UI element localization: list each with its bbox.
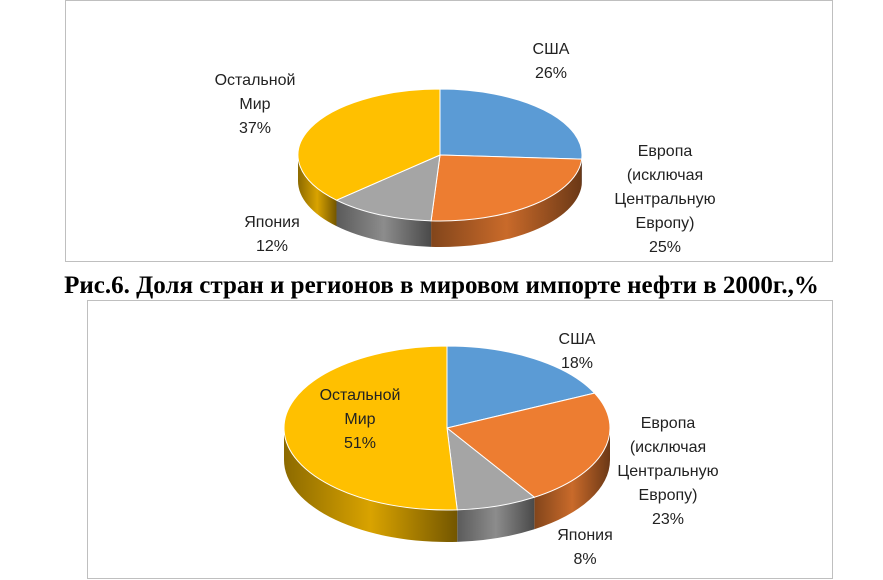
data-label: США 26% xyxy=(493,38,609,86)
value-label: 26% xyxy=(534,65,568,82)
category-label: США xyxy=(532,41,570,58)
value-label: 18% xyxy=(560,355,594,372)
value-label: 8% xyxy=(573,551,597,568)
data-label: США 18% xyxy=(519,328,635,376)
category-label: Япония xyxy=(557,527,613,544)
slice-side xyxy=(534,428,610,530)
value-label: 25% xyxy=(648,239,682,256)
slice xyxy=(446,345,596,429)
data-label: Европа (исключая Центральную Европу) 25% xyxy=(607,140,723,260)
slice-side xyxy=(431,159,582,247)
slice-side xyxy=(284,428,458,542)
slice xyxy=(439,88,583,160)
slice xyxy=(335,154,441,222)
category-label: Европа (исключая Центральную Европу) xyxy=(617,415,719,504)
data-label: Остальной Мир 37% xyxy=(197,69,313,141)
category-label: Европа (исключая Центральную Европу) xyxy=(614,143,716,232)
category-label: Япония xyxy=(244,214,300,231)
data-label: Европа (исключая Центральную Европу) 23% xyxy=(610,412,726,532)
slice-side xyxy=(457,497,535,542)
slice-side xyxy=(298,155,337,227)
chart-frame xyxy=(87,300,833,579)
slice xyxy=(297,88,441,201)
data-label: Остальной Мир 51% xyxy=(302,384,418,456)
data-label: Япония 8% xyxy=(527,524,643,572)
slice xyxy=(445,392,611,498)
data-label: Япония 12% xyxy=(214,211,330,259)
category-label: Остальной Мир xyxy=(319,387,401,428)
chart-frame xyxy=(65,0,833,262)
category-label: США xyxy=(558,331,596,348)
value-label: 23% xyxy=(651,511,685,528)
slice xyxy=(430,154,583,222)
value-label: 37% xyxy=(238,120,272,137)
value-label: 51% xyxy=(343,435,377,452)
slice xyxy=(283,345,458,511)
category-label: Остальной Мир xyxy=(214,72,296,113)
slice-side xyxy=(336,200,432,247)
figure-caption: Рис.6. Доля стран и регионов в мировом и… xyxy=(64,272,819,299)
value-label: 12% xyxy=(255,238,289,255)
